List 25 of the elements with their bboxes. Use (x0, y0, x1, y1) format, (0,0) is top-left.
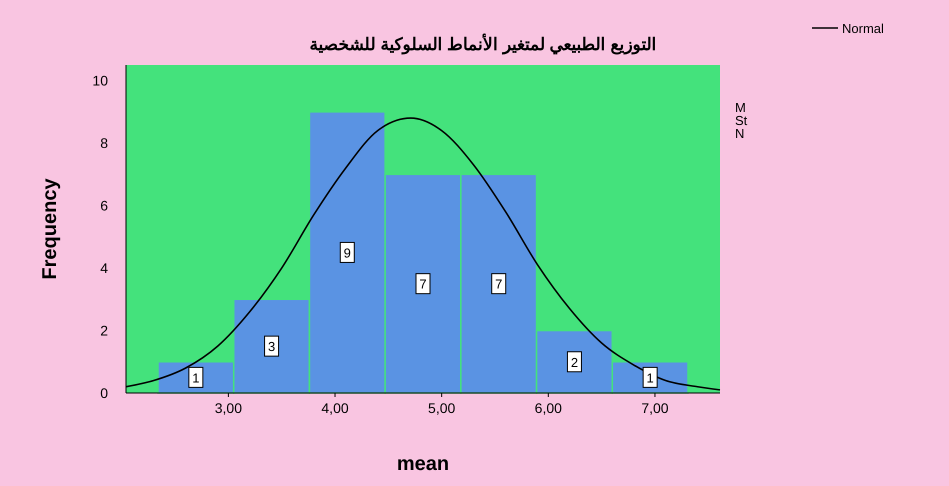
text: N (735, 126, 744, 141)
x-tick-label: 6,00 (534, 400, 562, 416)
data-label: 7 (495, 276, 502, 292)
chart-title: التوزيع الطبيعي لمتغير الأنماط السلوكية للشخصية (310, 33, 656, 55)
legend-label: Normal (842, 21, 884, 36)
data-label: 7 (419, 276, 427, 292)
x-tick-label: 4,00 (321, 400, 349, 416)
y-tick-label: 0 (100, 385, 108, 401)
y-tick-label: 6 (100, 198, 108, 214)
text: M (735, 100, 746, 115)
x-tick-label: 3,00 (214, 400, 242, 416)
x-tick-label: 7,00 (641, 400, 669, 416)
data-label: 2 (570, 354, 578, 370)
x-tick-label: 5,00 (428, 400, 456, 416)
data-label: 9 (344, 245, 351, 260)
data-label: 1 (192, 370, 200, 386)
y-tick-label: 2 (100, 322, 108, 339)
data-label: 3 (268, 339, 276, 354)
y-tick-label: 10 (92, 72, 108, 89)
text: St (735, 113, 748, 128)
y-tick-label: 8 (100, 135, 108, 152)
data-label: 1 (646, 370, 654, 386)
x-axis-title: mean (396, 453, 450, 475)
y-axis-title: Frequency (39, 178, 61, 280)
y-tick-label: 4 (100, 260, 108, 276)
